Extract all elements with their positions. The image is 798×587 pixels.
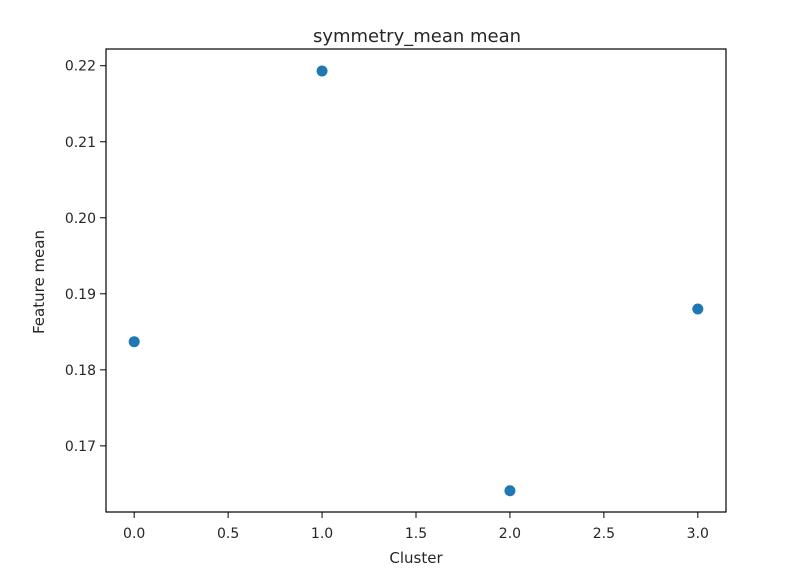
scatter-point [692, 303, 704, 315]
x-axis-ticks: 0.0 0.5 1.0 1.5 2.0 2.5 3.0 [123, 512, 709, 542]
y-tick-label: 0.18 [65, 363, 96, 379]
x-axis-label: Cluster [389, 549, 443, 567]
scatter-point [504, 485, 516, 497]
plot-frame [105, 48, 727, 513]
x-tick-label: 2.0 [499, 526, 521, 542]
y-tick-label: 0.17 [65, 439, 96, 455]
y-axis-ticks: 0.17 0.18 0.19 0.20 0.21 0.22 [65, 59, 106, 455]
y-tick-label: 0.22 [65, 59, 96, 75]
x-tick-label: 1.5 [405, 526, 427, 542]
data-points [128, 65, 704, 497]
x-tick-label: 2.5 [593, 526, 615, 542]
x-tick-label: 0.0 [123, 526, 145, 542]
y-tick-label: 0.19 [65, 287, 96, 303]
y-tick-label: 0.20 [65, 211, 96, 227]
chart-title: symmetry_mean mean [313, 26, 521, 47]
x-tick-label: 3.0 [687, 526, 709, 542]
x-tick-label: 0.5 [217, 526, 239, 542]
scatter-point [128, 336, 140, 348]
plot-area: 0.0 0.5 1.0 1.5 2.0 2.5 3.0 0.170.180.190.200.… [65, 48, 727, 542]
x-tick-label: 1.0 [311, 526, 333, 542]
y-axis-label: Feature mean [30, 230, 48, 334]
scatter-point [316, 65, 328, 77]
y-tick-label: 0.21 [65, 135, 96, 151]
